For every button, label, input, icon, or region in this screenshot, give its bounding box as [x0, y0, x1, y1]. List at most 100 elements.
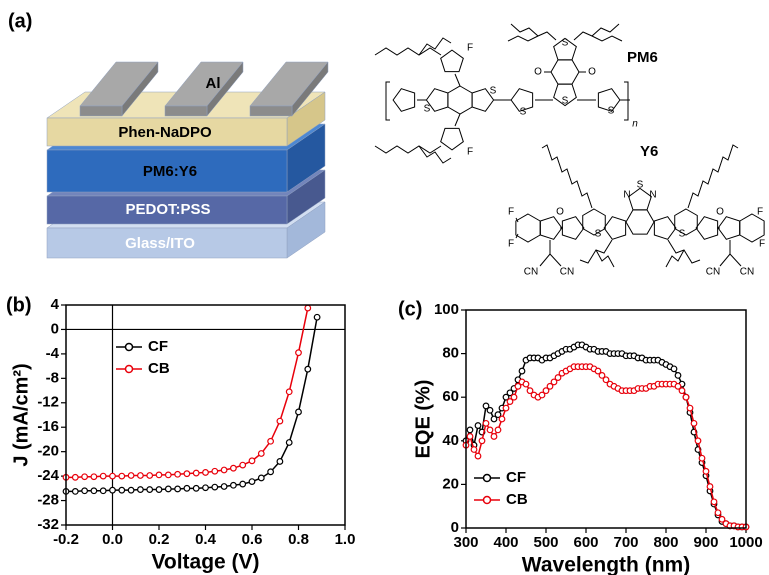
legend-marker [124, 364, 134, 374]
bond [573, 23, 620, 41]
data-point [694, 437, 702, 445]
data-point [276, 417, 284, 425]
bond [454, 113, 461, 127]
atom-label: CN [524, 267, 538, 278]
layer-front [249, 105, 293, 117]
data-point [239, 461, 247, 469]
x-tick-label: 0.4 [195, 531, 217, 548]
data-point [220, 483, 228, 490]
atom-label: F [467, 147, 473, 158]
atom-label: O [556, 207, 564, 218]
x-tick-label: 600 [573, 534, 598, 551]
data-point [482, 419, 490, 427]
data-point [146, 486, 154, 493]
data-point [554, 374, 562, 381]
y-tick-label: -16 [37, 418, 59, 435]
data-point [99, 472, 107, 480]
data-point [304, 304, 312, 312]
ring [440, 49, 464, 73]
y-tick-label: -32 [37, 516, 59, 533]
y-tick-label: 4 [51, 296, 60, 313]
data-point [192, 484, 200, 492]
data-point [155, 471, 163, 479]
ring [674, 208, 698, 236]
bond [515, 233, 519, 239]
data-point [550, 378, 558, 386]
layer-label: Phen-NaDPO [118, 124, 212, 141]
bond [507, 35, 539, 42]
bond [665, 249, 685, 268]
legend-label: CF [506, 469, 526, 486]
ring [510, 88, 534, 112]
bond [385, 81, 390, 121]
bond [515, 217, 519, 223]
data-point [602, 376, 610, 384]
data-point [486, 426, 494, 434]
bond [374, 47, 442, 56]
bond [591, 35, 623, 42]
data-point [118, 486, 126, 494]
x-tick-label: 400 [493, 534, 518, 551]
series-line [66, 307, 309, 479]
data-point [257, 450, 265, 457]
plot-frame [465, 309, 747, 529]
panel-label: (a) [8, 10, 32, 32]
bond [418, 145, 452, 164]
data-point [494, 411, 502, 419]
x-tick-label: 0.8 [288, 531, 309, 548]
data-point [522, 380, 530, 388]
data-point [686, 404, 694, 412]
data-point [502, 404, 510, 412]
atom-label: S [490, 86, 497, 97]
data-point [295, 349, 302, 357]
series-line [66, 317, 318, 493]
data-point [99, 487, 107, 495]
layer-front [164, 105, 208, 117]
data-point [682, 393, 690, 401]
atom-label: S [562, 38, 569, 49]
data-point [466, 433, 474, 440]
bond [624, 81, 629, 121]
y-tick-label: -20 [37, 443, 59, 460]
y-axis-label: EQE (%) [412, 380, 434, 459]
data-point [482, 402, 490, 410]
ring [561, 216, 585, 240]
data-point [118, 472, 126, 480]
bond [454, 73, 461, 87]
ring [739, 213, 765, 243]
data-point [146, 472, 154, 479]
data-point [164, 485, 172, 493]
atom-label: S [424, 104, 431, 115]
ring [471, 88, 495, 112]
data-point [239, 480, 247, 488]
layer-front [46, 195, 288, 225]
data-point [474, 422, 482, 429]
data-point [127, 472, 135, 479]
ring [392, 88, 416, 112]
layer-label: Al [206, 75, 221, 92]
layer-front [46, 149, 288, 193]
data-point [674, 382, 682, 390]
atom-label: S [637, 180, 644, 191]
y-tick-label: -12 [37, 394, 59, 411]
data-point [474, 452, 482, 460]
ring [625, 209, 655, 235]
ring [447, 85, 473, 115]
layer-front [79, 105, 123, 117]
data-point [155, 486, 163, 493]
data-point [510, 393, 518, 401]
ring [597, 88, 621, 112]
y-tick-label: 20 [442, 475, 459, 492]
legend-label: CF [148, 338, 168, 355]
atom-label: N [623, 190, 630, 201]
data-point [202, 469, 209, 476]
ring [603, 216, 627, 240]
x-tick-label: 500 [533, 534, 558, 551]
data-point [506, 398, 514, 405]
legend-marker [482, 473, 492, 483]
data-point [127, 486, 135, 494]
y-tick-label: 0 [51, 320, 59, 337]
x-axis-label: Voltage (V) [151, 551, 259, 574]
